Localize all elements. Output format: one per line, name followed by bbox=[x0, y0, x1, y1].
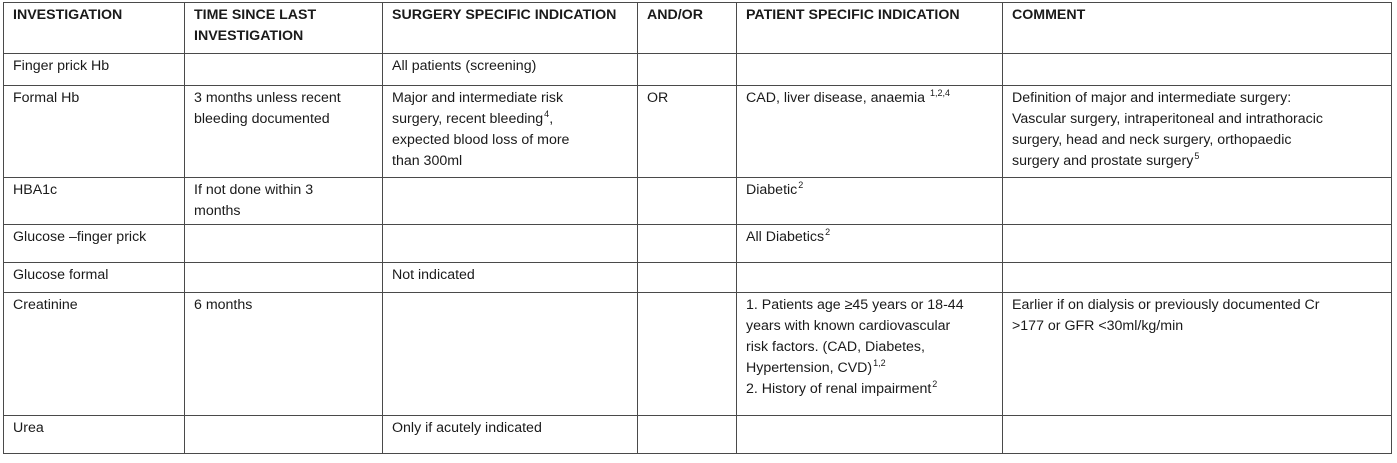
cell-andor bbox=[637, 262, 737, 293]
header-time-since-last: TIME SINCE LAST INVESTIGATION bbox=[184, 2, 383, 54]
cell-surgery: All patients (screening) bbox=[382, 53, 638, 86]
table-row: Creatinine 6 months 1. Patients age ≥45 … bbox=[3, 292, 1392, 416]
cell-investigation: Glucose –finger prick bbox=[3, 224, 185, 263]
cell-comment: Earlier if on dialysis or previously doc… bbox=[1002, 292, 1392, 416]
footnote-ref: 1,2 bbox=[873, 358, 886, 368]
footnote-ref: 4 bbox=[544, 109, 550, 119]
table-row: HBA1c If not done within 3 months Diabet… bbox=[3, 177, 1392, 225]
cell-investigation: Formal Hb bbox=[3, 85, 185, 178]
header-surgery-specific: SURGERY SPECIFIC INDICATION bbox=[382, 2, 638, 54]
cell-patient: 1. Patients age ≥45 years or 18-44 years… bbox=[736, 292, 1003, 416]
cell-patient bbox=[736, 262, 1003, 293]
cell-comment bbox=[1002, 177, 1392, 225]
cell-time: If not done within 3 months bbox=[184, 177, 383, 225]
table-row: Glucose –finger prick All Diabetics2 bbox=[3, 224, 1392, 263]
cell-andor bbox=[637, 415, 737, 454]
cell-surgery bbox=[382, 224, 638, 263]
cell-investigation: Creatinine bbox=[3, 292, 185, 416]
cell-investigation: Finger prick Hb bbox=[3, 53, 185, 86]
header-and-or: AND/OR bbox=[637, 2, 737, 54]
footnote-ref: 2 bbox=[798, 180, 804, 190]
footnote-ref: 2 bbox=[932, 379, 938, 389]
cell-andor: OR bbox=[637, 85, 737, 178]
footnote-ref: 5 bbox=[1194, 151, 1200, 161]
cell-time bbox=[184, 224, 383, 263]
cell-surgery bbox=[382, 292, 638, 416]
investigation-table: INVESTIGATION TIME SINCE LAST INVESTIGATI… bbox=[3, 2, 1392, 454]
table-row: Formal Hb 3 months unless recent bleedin… bbox=[3, 85, 1392, 178]
cell-surgery bbox=[382, 177, 638, 225]
cell-time bbox=[184, 53, 383, 86]
cell-investigation: Urea bbox=[3, 415, 185, 454]
cell-comment: Definition of major and intermediate sur… bbox=[1002, 85, 1392, 178]
header-patient-specific: PATIENT SPECIFIC INDICATION bbox=[736, 2, 1003, 54]
cell-investigation: Glucose formal bbox=[3, 262, 185, 293]
cell-time bbox=[184, 415, 383, 454]
cell-time bbox=[184, 262, 383, 293]
footnote-ref: 1,2,4 bbox=[929, 88, 950, 98]
cell-time: 3 months unless recent bleeding document… bbox=[184, 85, 383, 178]
cell-patient: All Diabetics2 bbox=[736, 224, 1003, 263]
table-row: Finger prick Hb All patients (screening) bbox=[3, 53, 1392, 86]
cell-patient: Diabetic2 bbox=[736, 177, 1003, 225]
cell-comment bbox=[1002, 415, 1392, 454]
cell-surgery: Not indicated bbox=[382, 262, 638, 293]
cell-patient: CAD, liver disease, anaemia 1,2,4 bbox=[736, 85, 1003, 178]
cell-andor bbox=[637, 53, 737, 86]
cell-comment bbox=[1002, 262, 1392, 293]
cell-andor bbox=[637, 292, 737, 416]
cell-surgery: Major and intermediate risk surgery, rec… bbox=[382, 85, 638, 178]
cell-andor bbox=[637, 177, 737, 225]
header-investigation: INVESTIGATION bbox=[3, 2, 185, 54]
cell-time: 6 months bbox=[184, 292, 383, 416]
table-row: Urea Only if acutely indicated bbox=[3, 415, 1392, 454]
header-comment: COMMENT bbox=[1002, 2, 1392, 54]
cell-andor bbox=[637, 224, 737, 263]
cell-comment bbox=[1002, 224, 1392, 263]
header-row: INVESTIGATION TIME SINCE LAST INVESTIGATI… bbox=[3, 2, 1392, 54]
cell-patient bbox=[736, 415, 1003, 454]
cell-comment bbox=[1002, 53, 1392, 86]
footnote-ref: 2 bbox=[825, 227, 831, 237]
cell-surgery: Only if acutely indicated bbox=[382, 415, 638, 454]
cell-patient bbox=[736, 53, 1003, 86]
cell-investigation: HBA1c bbox=[3, 177, 185, 225]
table-row: Glucose formal Not indicated bbox=[3, 262, 1392, 293]
